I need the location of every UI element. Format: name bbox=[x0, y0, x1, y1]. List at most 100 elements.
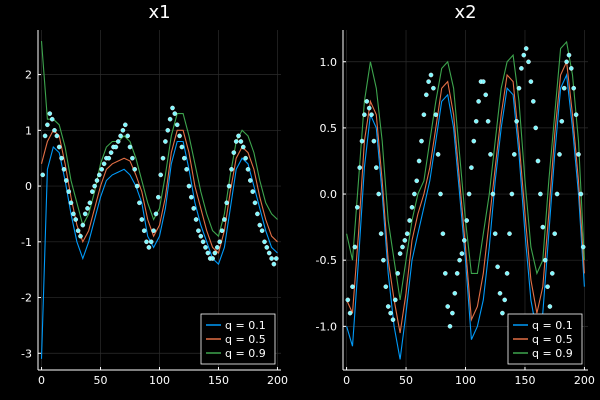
legend-entry: q = 0.9 bbox=[532, 347, 573, 360]
data-point bbox=[397, 251, 403, 256]
data-point bbox=[412, 191, 417, 197]
x-tick-label: 200 bbox=[267, 374, 288, 387]
data-point bbox=[163, 139, 168, 144]
data-point bbox=[376, 191, 382, 197]
data-point bbox=[160, 155, 166, 161]
data-point bbox=[450, 310, 455, 316]
y-tick-label: -0.5 bbox=[316, 254, 337, 267]
data-point bbox=[512, 152, 517, 157]
data-point bbox=[179, 144, 185, 150]
data-point bbox=[219, 228, 225, 233]
data-point bbox=[416, 158, 422, 164]
data-point bbox=[266, 250, 272, 256]
data-point bbox=[573, 112, 579, 117]
data-point bbox=[457, 257, 462, 263]
data-point bbox=[101, 161, 107, 167]
data-point bbox=[139, 217, 145, 222]
chart-panel-1: 0 50 100 150 200 -3 -2 -1 0 1 2 x1 q = 0.1q = 0.5q =… bbox=[21, 2, 288, 387]
data-point bbox=[47, 111, 53, 116]
data-point bbox=[485, 119, 491, 124]
data-point bbox=[469, 165, 474, 170]
data-point bbox=[571, 85, 577, 91]
data-point bbox=[205, 250, 211, 256]
data-point bbox=[165, 127, 171, 133]
data-point bbox=[193, 217, 199, 222]
data-point bbox=[115, 139, 121, 144]
x-tick-label: 150 bbox=[208, 374, 229, 387]
data-point bbox=[564, 59, 569, 65]
data-point bbox=[49, 116, 55, 122]
data-point bbox=[210, 256, 215, 261]
data-point bbox=[240, 144, 246, 150]
data-point bbox=[423, 92, 429, 98]
data-point bbox=[442, 271, 448, 276]
data-point bbox=[369, 112, 374, 117]
data-point bbox=[535, 158, 541, 164]
data-point bbox=[495, 264, 500, 270]
data-point bbox=[354, 204, 360, 210]
data-point bbox=[153, 211, 159, 217]
data-point bbox=[118, 133, 123, 139]
data-point bbox=[559, 119, 565, 124]
data-point bbox=[345, 297, 351, 303]
x-tick-label: 100 bbox=[455, 374, 476, 387]
data-point bbox=[273, 256, 279, 261]
data-point bbox=[516, 85, 522, 91]
data-point bbox=[97, 172, 102, 178]
data-point bbox=[359, 138, 365, 144]
y-tick-label: -1 bbox=[21, 236, 32, 249]
data-point bbox=[433, 112, 439, 117]
data-point bbox=[45, 122, 50, 128]
data-point bbox=[87, 200, 93, 206]
data-point bbox=[538, 191, 543, 197]
data-point bbox=[554, 191, 560, 197]
data-point bbox=[137, 200, 142, 206]
data-point bbox=[395, 271, 401, 276]
data-point bbox=[262, 239, 267, 245]
data-point bbox=[146, 245, 152, 250]
data-point bbox=[576, 152, 581, 157]
data-point bbox=[141, 228, 147, 233]
data-point bbox=[502, 297, 508, 303]
y-tick-label: 1 bbox=[25, 124, 32, 137]
data-point bbox=[196, 228, 201, 233]
data-point bbox=[509, 191, 515, 197]
data-point bbox=[414, 178, 420, 184]
data-point bbox=[120, 127, 126, 133]
data-point bbox=[550, 271, 555, 276]
data-point bbox=[347, 310, 353, 316]
data-point bbox=[476, 99, 481, 104]
series-line-q01 bbox=[40, 140, 278, 359]
data-point bbox=[366, 105, 372, 111]
data-point bbox=[392, 297, 398, 303]
data-point bbox=[106, 155, 112, 161]
data-point bbox=[435, 152, 441, 157]
data-point bbox=[504, 271, 510, 276]
data-point bbox=[578, 191, 584, 197]
data-point bbox=[125, 133, 130, 139]
data-point bbox=[144, 239, 149, 245]
data-point bbox=[78, 233, 83, 239]
data-point bbox=[167, 116, 173, 122]
data-point bbox=[158, 172, 163, 178]
data-point bbox=[259, 228, 265, 233]
y-tick-label: 2 bbox=[25, 69, 32, 82]
data-point bbox=[247, 178, 253, 183]
legend: q = 0.1q = 0.5q = 0.9 bbox=[200, 313, 276, 365]
data-point bbox=[231, 150, 237, 155]
data-point bbox=[203, 245, 208, 250]
data-point bbox=[42, 133, 48, 139]
data-point bbox=[214, 245, 220, 250]
data-point bbox=[188, 194, 194, 200]
data-point bbox=[151, 228, 156, 233]
data-point bbox=[383, 284, 389, 290]
data-point bbox=[552, 231, 558, 236]
data-point bbox=[224, 200, 229, 206]
data-point bbox=[132, 166, 137, 172]
data-point bbox=[155, 194, 161, 200]
data-point bbox=[488, 152, 493, 157]
data-point bbox=[557, 152, 562, 157]
data-point bbox=[492, 231, 498, 236]
